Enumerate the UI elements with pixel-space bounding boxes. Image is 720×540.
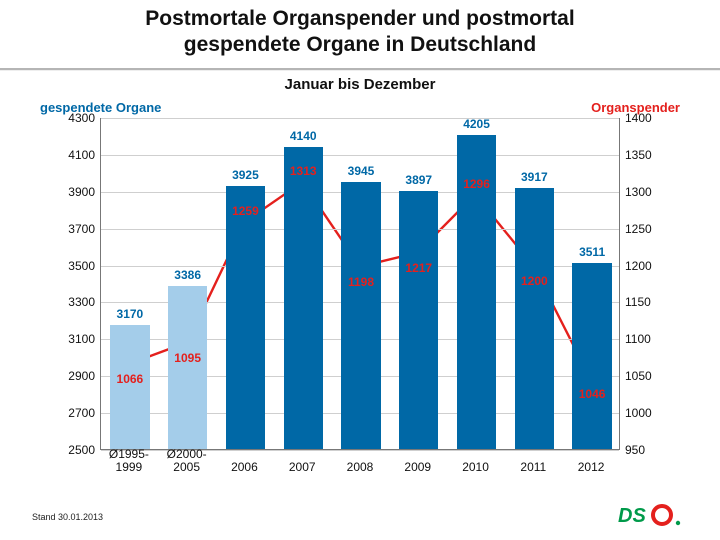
x-tick-label: 2011 (520, 461, 546, 474)
line-label: 1217 (405, 261, 432, 275)
bar-label: 3170 (117, 307, 144, 321)
bar (399, 191, 438, 449)
y-right-tick: 1200 (625, 259, 680, 273)
y-left-tick: 2900 (40, 369, 95, 383)
x-tick-label: 2010 (462, 461, 489, 474)
title-line1: Postmortale Organspender und postmortal (145, 7, 574, 30)
y-left-tick: 3700 (40, 222, 95, 236)
footer-date: Stand 30.01.2013 (32, 512, 103, 522)
bar-label: 4205 (463, 117, 490, 131)
slide-title: Postmortale Organspender und postmortal … (0, 6, 720, 59)
gridline (101, 155, 619, 156)
line-label: 1259 (232, 204, 259, 218)
bar (572, 263, 611, 449)
y-right-tick: 1050 (625, 369, 680, 383)
y-left-tick: 4100 (40, 148, 95, 162)
y-left-tick: 3500 (40, 259, 95, 273)
bar (110, 325, 149, 449)
line-label: 1313 (290, 164, 317, 178)
combo-chart: gespendete Organe Organspender 317010663… (40, 100, 680, 480)
y-right-tick: 1150 (625, 295, 680, 309)
y-left-tick: 3100 (40, 332, 95, 346)
y-left-tick: 2700 (40, 406, 95, 420)
gridline (101, 118, 619, 119)
y-left-tick: 2500 (40, 443, 95, 457)
x-tick-label: 2008 (347, 461, 374, 474)
bar (226, 186, 265, 449)
bar (168, 286, 207, 449)
line-label: 1066 (117, 372, 144, 386)
bar (515, 188, 554, 449)
y-right-tick: 1000 (625, 406, 680, 420)
x-tick-label: Ø2000- 2005 (167, 448, 207, 474)
y-right-tick: 1300 (625, 185, 680, 199)
line-label: 1046 (579, 387, 606, 401)
bar-label: 3386 (174, 268, 201, 282)
bar-label: 4140 (290, 129, 317, 143)
bar-label: 3917 (521, 170, 548, 184)
y-left-tick: 4300 (40, 111, 95, 125)
title-line2: gespendete Organe in Deutschland (184, 33, 536, 56)
bar-label: 3945 (348, 164, 375, 178)
bar (341, 182, 380, 449)
bar-label: 3511 (579, 245, 605, 259)
line-label: 1095 (174, 351, 201, 365)
slide-subtitle: Januar bis Dezember (0, 76, 720, 93)
y-right-tick: 1400 (625, 111, 680, 125)
y-left-tick: 3900 (40, 185, 95, 199)
y-right-tick: 950 (625, 443, 680, 457)
bar-label: 3897 (405, 173, 432, 187)
dso-logo: DS (618, 502, 690, 530)
plot-area: 3170 1066 3386 1095 3925 1259 4140 1313 3945 1198… (100, 118, 620, 450)
y-right-tick: 1250 (625, 222, 680, 236)
bar (284, 147, 323, 449)
x-tick-label: 2007 (289, 461, 316, 474)
title-rule (0, 68, 720, 71)
x-tick-label: 2012 (578, 461, 605, 474)
line-label: 1296 (463, 177, 490, 191)
line-label: 1198 (348, 275, 374, 289)
svg-text:DS: DS (618, 505, 646, 527)
x-axis-labels: Ø1995- 1999Ø2000- 2005200620072008200920… (100, 454, 620, 474)
y-right-tick: 1350 (625, 148, 680, 162)
x-tick-label: 2006 (231, 461, 258, 474)
bar-label: 3925 (232, 168, 259, 182)
y-left-tick: 3300 (40, 295, 95, 309)
y-right-tick: 1100 (625, 332, 680, 346)
line-label: 1200 (521, 274, 548, 288)
x-tick-label: Ø1995- 1999 (109, 448, 149, 474)
x-tick-label: 2009 (404, 461, 431, 474)
